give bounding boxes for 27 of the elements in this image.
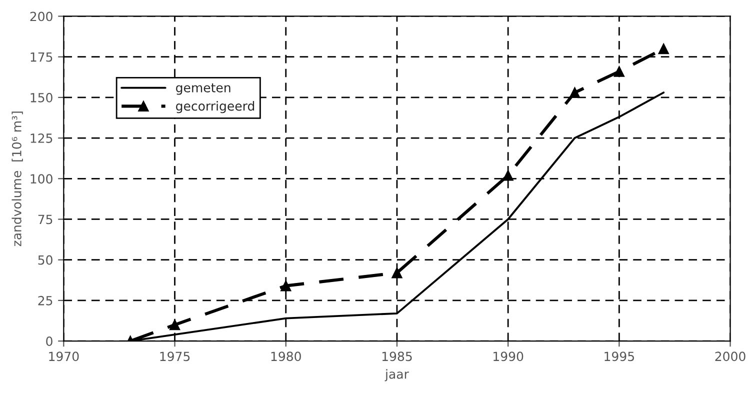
y-tick-label: 200 — [30, 12, 52, 22]
y-tick-label: 100 — [30, 174, 52, 184]
y-tick-label: 0 — [46, 336, 52, 346]
x-tick-label: 1990 — [494, 352, 524, 362]
point — [658, 43, 669, 54]
point — [169, 319, 180, 330]
y-tick-label: 150 — [30, 92, 52, 102]
x-tick-label: 1995 — [604, 352, 634, 362]
legend-label: gecorrigeerd — [176, 101, 254, 114]
x-tick-label: 2000 — [715, 352, 746, 362]
x-tick-label: 1985 — [382, 352, 412, 362]
point — [392, 267, 402, 278]
point — [280, 280, 292, 292]
legend-label: gemeten — [176, 83, 230, 95]
point — [502, 170, 514, 181]
x-tick-label: 1980 — [271, 352, 301, 362]
x-axis-title: jaar — [384, 369, 409, 382]
y-tick-label: 175 — [30, 52, 52, 62]
x-tick-label: 1975 — [160, 352, 190, 362]
y-tick-label: 50 — [38, 255, 52, 265]
y-tick-label: 125 — [30, 134, 52, 143]
y-tick-label: 75 — [38, 214, 52, 224]
point — [569, 87, 580, 98]
x-tick-label: 1970 — [49, 352, 79, 362]
y-tick-label: 25 — [38, 296, 52, 306]
y-axis-title: zandvolume [10⁶ m³] — [12, 112, 23, 246]
point — [614, 66, 625, 77]
